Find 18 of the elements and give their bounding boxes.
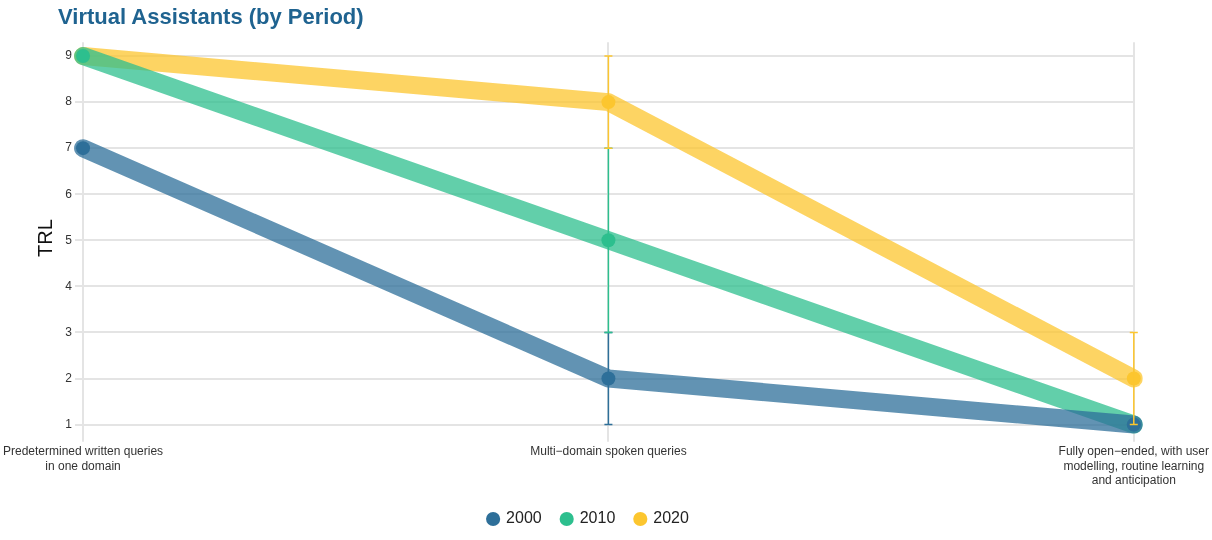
x-tick-label: Predetermined written queries in one domain	[3, 444, 164, 473]
y-tick-label: 4	[65, 278, 73, 293]
y-tick-label: 3	[65, 324, 73, 339]
y-axis-title: TRL	[33, 219, 56, 257]
y-tick-label: 8	[65, 94, 73, 109]
y-tick-label: 2	[65, 370, 73, 385]
chart-title: Virtual Assistants (by Period)	[58, 4, 364, 30]
y-tick-label: 1	[65, 416, 73, 431]
y-tick-label: 7	[65, 140, 73, 155]
x-tick-label: Multi−domain spoken queries	[530, 444, 687, 459]
legend-label: 2020	[653, 509, 689, 527]
legend-label: 2010	[579, 509, 616, 527]
y-tick-label: 9	[65, 48, 73, 63]
legend-label: 2000	[506, 509, 542, 527]
point	[601, 95, 616, 110]
y-tick-label: 5	[65, 232, 73, 247]
x-tick-label: Fully open−ended, with user modelling, routine learning and anticipation	[1058, 444, 1209, 488]
y-tick-label: 6	[65, 186, 73, 201]
